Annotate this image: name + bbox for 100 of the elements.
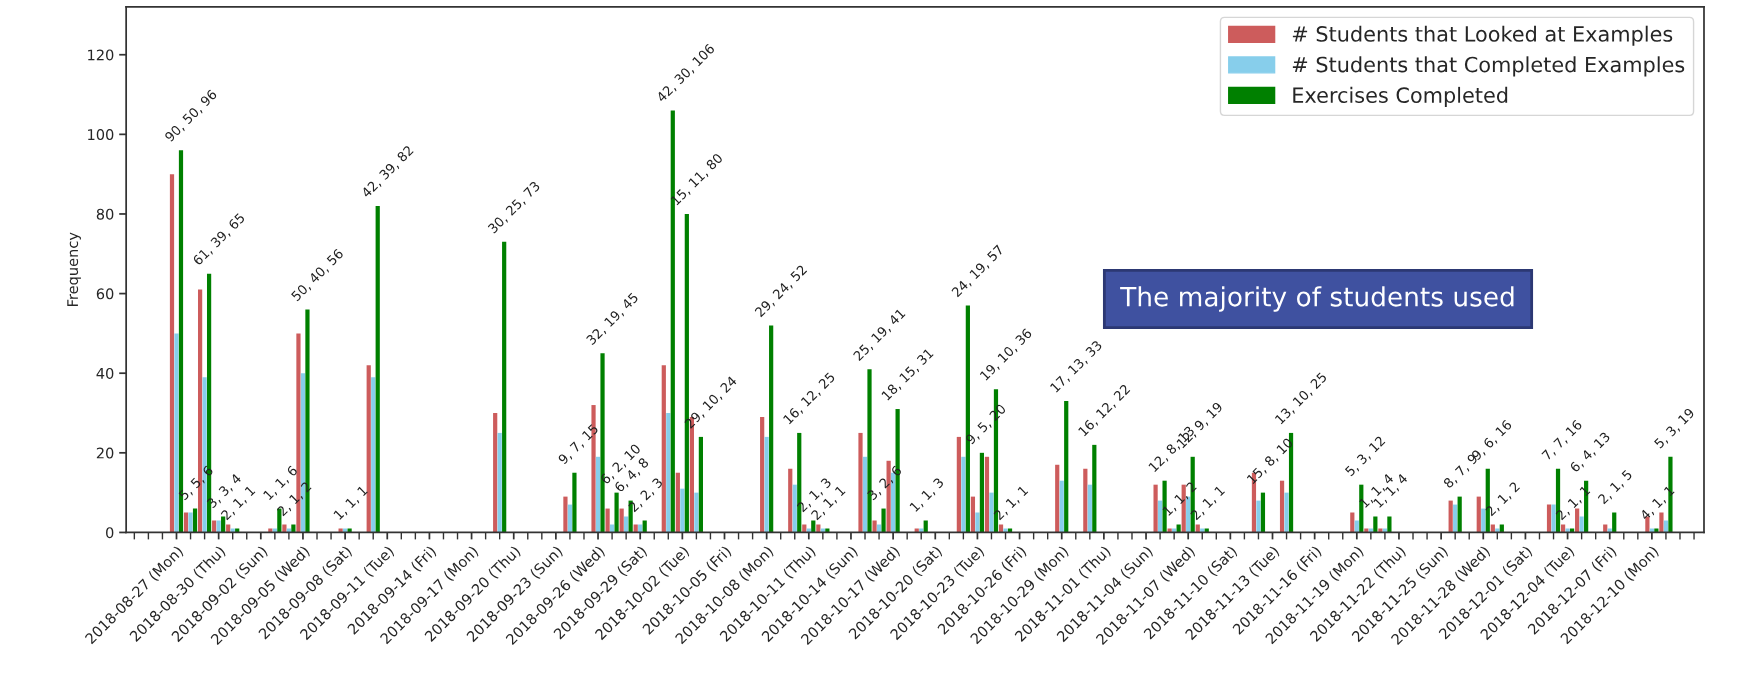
bar <box>1481 508 1486 533</box>
bar <box>1055 464 1060 533</box>
bar <box>1448 500 1453 533</box>
bar <box>226 524 231 533</box>
bar <box>1453 504 1458 533</box>
bar <box>619 508 624 533</box>
bar <box>268 528 273 533</box>
bar <box>769 325 774 533</box>
bar <box>1087 484 1092 533</box>
y-tick-label: 40 <box>96 367 114 379</box>
bar <box>1195 524 1200 533</box>
bar <box>914 528 919 533</box>
bar <box>661 365 666 533</box>
bar <box>347 528 352 533</box>
bar <box>1495 528 1500 533</box>
y-tick-label: 120 <box>88 49 114 61</box>
bar <box>1256 500 1261 533</box>
bar <box>1569 528 1575 533</box>
bar <box>792 484 797 533</box>
data-label: 42, 30, 106 <box>655 43 717 104</box>
bar <box>820 528 825 533</box>
bar <box>1551 504 1556 533</box>
bar <box>212 520 217 533</box>
bar <box>282 524 287 533</box>
data-label: 2, 1, 5 <box>1597 469 1634 506</box>
bar <box>858 432 863 533</box>
bar <box>1663 520 1669 533</box>
bar <box>816 524 821 533</box>
bar <box>1003 528 1008 533</box>
bar <box>371 377 376 533</box>
bar <box>286 528 292 533</box>
bar <box>825 528 830 533</box>
bar <box>1007 528 1013 533</box>
bar <box>764 436 769 533</box>
bar <box>694 492 699 533</box>
data-label: 2, 1, 2 <box>1484 481 1522 518</box>
bar <box>188 512 193 533</box>
bar <box>1260 492 1266 533</box>
bar <box>1382 528 1388 533</box>
bar <box>1354 520 1359 533</box>
bar <box>366 365 371 533</box>
bar <box>642 520 647 533</box>
data-label: 1, 1, 1 <box>333 485 369 522</box>
y-tick-label: 60 <box>96 288 114 300</box>
bar <box>1490 524 1495 533</box>
bar <box>1064 401 1069 533</box>
bar <box>666 413 671 533</box>
bar <box>998 524 1004 533</box>
bar <box>1575 508 1580 533</box>
bar <box>1499 524 1504 533</box>
data-label: 13, 10, 25 <box>1274 371 1329 426</box>
bar <box>1546 504 1552 533</box>
bar <box>230 528 235 533</box>
bar <box>572 472 577 533</box>
bar <box>605 508 610 533</box>
bar <box>633 524 638 533</box>
bar <box>1200 528 1205 533</box>
bar <box>614 492 619 533</box>
bar <box>1186 496 1191 533</box>
bar <box>975 512 980 533</box>
bar <box>876 524 882 533</box>
bar <box>338 528 343 533</box>
data-label: 9, 5, 20 <box>964 403 1008 446</box>
data-label: 24, 19, 57 <box>951 244 1006 299</box>
bar <box>1565 528 1570 533</box>
bar <box>1083 468 1088 533</box>
y-tick-label: 0 <box>106 527 114 539</box>
bar <box>1612 512 1617 533</box>
data-label: 9, 7, 15 <box>557 423 600 466</box>
bar <box>595 456 601 533</box>
bar <box>956 436 961 533</box>
bar <box>272 528 277 533</box>
bar <box>493 413 498 533</box>
bar <box>638 524 643 533</box>
bar <box>1373 516 1378 533</box>
data-label: 16, 12, 25 <box>782 371 837 426</box>
bar <box>989 492 994 533</box>
data-label: 30, 25, 73 <box>487 180 542 235</box>
bar <box>1059 480 1064 533</box>
bar <box>183 512 189 533</box>
bar <box>1579 516 1584 533</box>
bar <box>192 508 198 533</box>
data-label: 7, 7, 16 <box>1541 419 1584 462</box>
bar <box>1649 528 1654 533</box>
bar <box>1378 528 1383 533</box>
bar <box>1387 516 1392 533</box>
bar <box>1607 528 1612 533</box>
legend-label: # Students that Looked at Examples <box>1292 25 1673 46</box>
bar <box>1476 496 1481 533</box>
bar <box>1279 480 1285 533</box>
bar <box>1350 512 1355 533</box>
data-label: 50, 40, 56 <box>290 248 345 303</box>
y-tick-label: 80 <box>96 208 114 220</box>
bar <box>811 520 816 533</box>
bar <box>291 524 296 533</box>
bar <box>1153 484 1158 533</box>
bar <box>872 520 877 533</box>
bar <box>1364 528 1369 533</box>
bar <box>1457 496 1462 533</box>
data-label: 19, 10, 36 <box>979 327 1034 382</box>
